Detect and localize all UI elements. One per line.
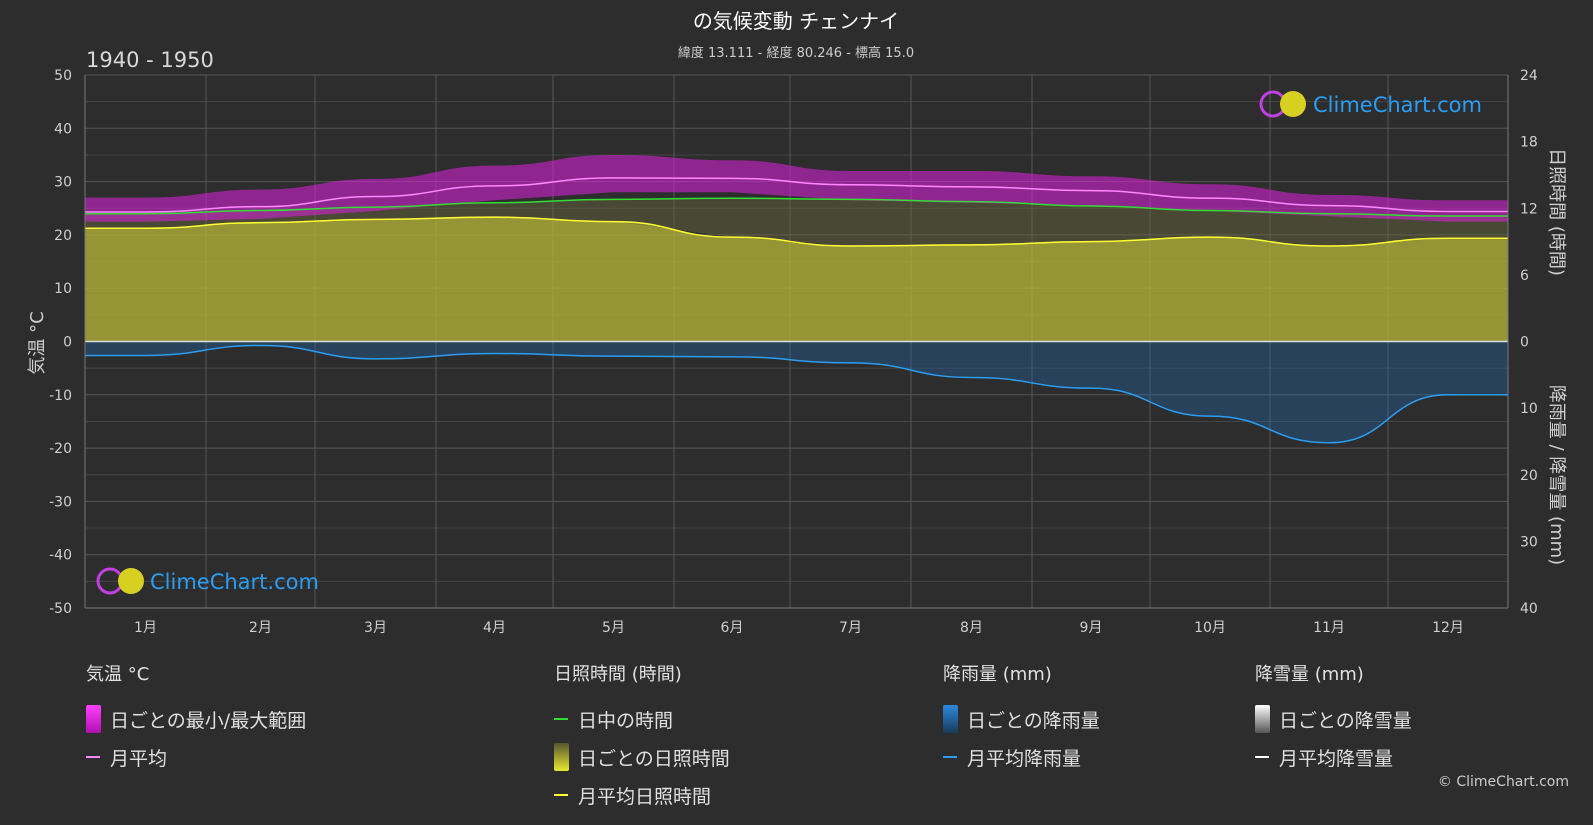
- sunshine-daily-swatch: [554, 743, 569, 771]
- legend-label: 月平均: [110, 747, 168, 770]
- y-right-bottom-tick-label: 10: [1520, 401, 1538, 417]
- x-tick-label: 5月: [602, 620, 625, 636]
- legend-label: 月平均日照時間: [578, 785, 712, 808]
- x-tick-label: 2月: [249, 620, 272, 636]
- chart-subtitle: 緯度 13.111 - 経度 80.246 - 標高 15.0: [678, 45, 914, 61]
- temp-range-swatch: [86, 705, 101, 733]
- y-left-tick-label: -40: [49, 548, 72, 564]
- legend-temperature: 気温 °C 日ごとの最小/最大範囲 月平均: [86, 660, 306, 776]
- y-right-top-axis-label: 日照時間 (時間): [1546, 148, 1567, 276]
- legend-item-temp-avg: 月平均: [86, 738, 306, 776]
- rain-daily-swatch: [943, 705, 958, 733]
- snow-avg-swatch: [1255, 756, 1269, 758]
- legend-item-daylight: 日中の時間: [554, 700, 730, 738]
- x-tick-label: 4月: [483, 620, 506, 636]
- x-tick-label: 3月: [364, 620, 387, 636]
- y-right-top-tick-label: 6: [1520, 268, 1529, 284]
- y-left-tick-label: -10: [49, 388, 72, 404]
- y-right-top-tick-label: 0: [1520, 335, 1529, 351]
- y-left-axis-label: 気温 °C: [27, 311, 48, 374]
- logo-bottom[interactable]: ClimeChart.com: [96, 567, 319, 595]
- y-left-tick-label: 20: [54, 228, 72, 244]
- legend-label: 日ごとの最小/最大範囲: [110, 709, 307, 732]
- legend-title: 気温 °C: [86, 664, 150, 685]
- sunshine-shortfall-band: [85, 198, 1508, 247]
- legend-item-temp-range: 日ごとの最小/最大範囲: [86, 700, 306, 738]
- temp-avg-line: [85, 177, 1508, 213]
- legend-item-rain-avg: 月平均降雨量: [943, 738, 1100, 776]
- rain-avg-line: [85, 344, 1508, 444]
- legend-item-rain-daily: 日ごとの降雨量: [943, 700, 1100, 738]
- legend-label: 日ごとの日照時間: [578, 747, 730, 770]
- legend-title: 降雨量 (mm): [943, 664, 1052, 685]
- y-left-tick-label: 30: [54, 175, 72, 191]
- legend-label: 日ごとの降雨量: [967, 709, 1100, 732]
- legend-item-snow-daily: 日ごとの降雪量: [1255, 700, 1412, 738]
- plot-area: 50 40 30 20 10 0 -10 -20 -30 -40 -50 24 18 12 6 0 10 20 30…: [49, 68, 1538, 636]
- x-tick-label: 9月: [1080, 620, 1103, 636]
- x-tick-label: 12月: [1432, 620, 1464, 636]
- logo-sun-icon: [1280, 91, 1306, 117]
- y-right-top-tick-label: 12: [1520, 201, 1538, 217]
- x-tick-label: 1月: [134, 620, 157, 636]
- x-tick-label: 6月: [721, 620, 744, 636]
- legend-item-snow-avg: 月平均降雪量: [1255, 738, 1412, 776]
- sunshine-daily-area: [85, 217, 1508, 342]
- y-left-tick-label: -20: [49, 441, 72, 457]
- y-right-top-tick-label: 18: [1520, 135, 1538, 151]
- legend-title: 降雪量 (mm): [1255, 664, 1364, 685]
- legend-rain: 降雨量 (mm) 日ごとの降雨量 月平均降雨量: [943, 660, 1100, 776]
- legend-label: 日ごとの降雪量: [1279, 709, 1412, 732]
- y-right-bottom-tick-label: 30: [1520, 534, 1538, 550]
- y-right-bottom-tick-label: 20: [1520, 468, 1538, 484]
- legend-item-sunshine-daily: 日ごとの日照時間: [554, 738, 730, 776]
- y-right-top-tick-label: 24: [1520, 68, 1538, 84]
- legend-sunshine: 日照時間 (時間) 日中の時間 日ごとの日照時間 月平均日照時間: [554, 660, 730, 814]
- sunshine-avg-swatch: [554, 794, 568, 796]
- logo-text: ClimeChart.com: [1313, 93, 1482, 117]
- logo-sun-icon: [118, 568, 144, 594]
- legend-label: 月平均降雨量: [967, 747, 1082, 770]
- rain-avg-swatch: [943, 756, 957, 758]
- y-left-tick-label: 40: [54, 121, 72, 137]
- copyright: © ClimeChart.com: [1437, 774, 1569, 790]
- period-label: 1940 - 1950: [86, 48, 214, 72]
- y-left-tick-label: 0: [63, 335, 72, 351]
- x-tick-label: 10月: [1194, 620, 1226, 636]
- y-right-bottom-tick-label: 40: [1520, 601, 1538, 617]
- x-tick-label: 7月: [839, 620, 862, 636]
- x-tick-label: 8月: [960, 620, 983, 636]
- y-left-tick-label: 10: [54, 281, 72, 297]
- daylight-swatch: [554, 718, 568, 720]
- legend-label: 日中の時間: [578, 709, 674, 732]
- logo-top[interactable]: ClimeChart.com: [1259, 90, 1482, 118]
- snow-daily-swatch: [1255, 705, 1270, 733]
- y-left-tick-label: -50: [49, 601, 72, 617]
- legend-item-sunshine-avg: 月平均日照時間: [554, 776, 730, 814]
- legend-label: 月平均降雪量: [1279, 747, 1394, 770]
- legend-snow: 降雪量 (mm) 日ごとの降雪量 月平均降雪量: [1255, 660, 1412, 776]
- daylight-line: [84, 197, 1508, 217]
- logo-text: ClimeChart.com: [150, 570, 319, 594]
- temp-avg-swatch: [86, 756, 100, 758]
- x-tick-label: 11月: [1313, 620, 1345, 636]
- legend-title: 日照時間 (時間): [554, 664, 682, 685]
- sunshine-avg-line: [85, 216, 1508, 247]
- y-right-bottom-axis-label: 降雨量 / 降雪量 (mm): [1546, 385, 1567, 565]
- y-left-tick-label: 50: [54, 68, 72, 84]
- chart-title: の気候変動 チェンナイ: [693, 9, 899, 33]
- rain-daily-area: [85, 341, 1508, 443]
- y-left-tick-label: -30: [49, 494, 72, 510]
